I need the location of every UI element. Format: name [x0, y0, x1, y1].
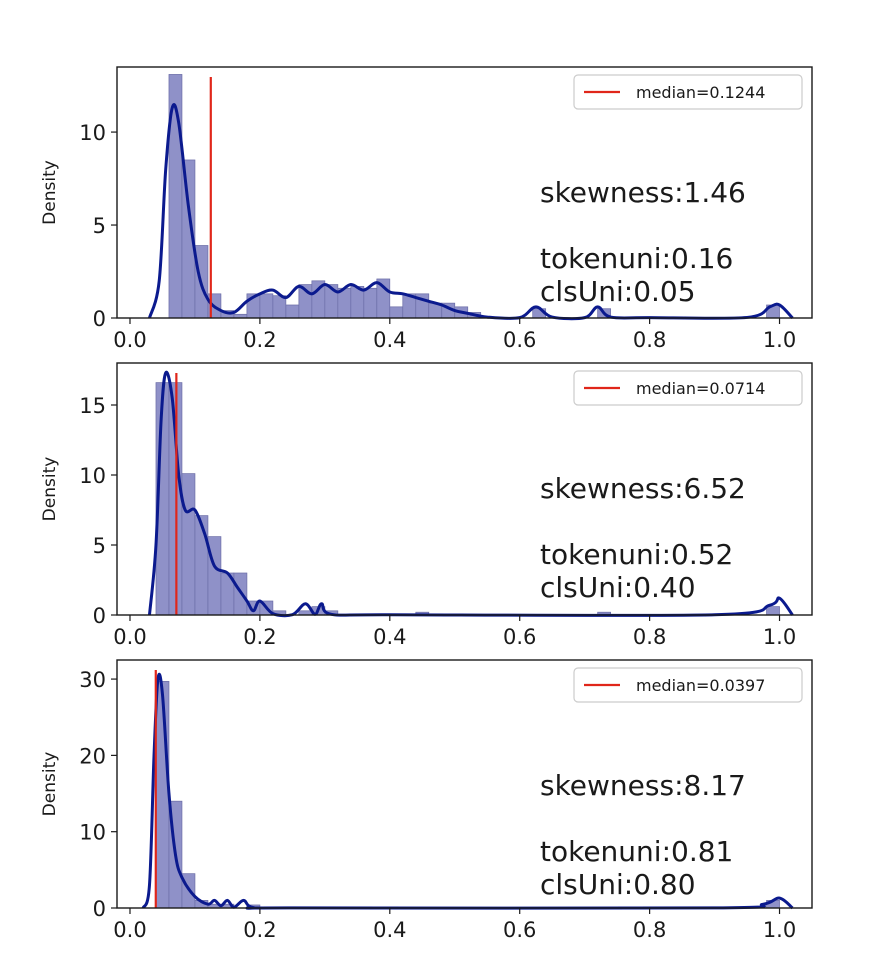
x-tick-label: 0.4 — [373, 918, 406, 942]
legend-box — [573, 667, 803, 703]
histogram-bar — [272, 295, 287, 319]
x-tick-label: 0.2 — [243, 918, 276, 942]
y-tick-label: 10 — [79, 121, 106, 145]
legend: median=0.0397 — [573, 667, 803, 703]
legend: median=0.1244 — [573, 74, 803, 110]
x-tick-label: 0.6 — [503, 328, 536, 352]
y-tick-label: 10 — [79, 821, 106, 845]
x-tick-label: 1.0 — [763, 918, 796, 942]
histogram-bar — [766, 606, 780, 616]
axes-frame — [116, 659, 813, 909]
histogram-bar — [285, 304, 300, 319]
histogram-bar — [259, 293, 274, 319]
annotation-text: skewness:1.46 — [540, 176, 746, 209]
y-tick-label: 20 — [79, 744, 106, 768]
x-tick-label: 0.2 — [243, 625, 276, 649]
x-tick-label: 0.8 — [633, 328, 666, 352]
axes-frame — [116, 66, 813, 319]
legend-box — [573, 370, 803, 406]
x-tick-label: 1.0 — [763, 328, 796, 352]
annotation-text: tokenuni:0.16 — [540, 242, 733, 275]
annotation-text: tokenuni:0.81 — [540, 835, 733, 868]
x-tick-label: 0.8 — [633, 918, 666, 942]
legend-box — [573, 74, 803, 110]
x-tick-label: 0.4 — [373, 625, 406, 649]
x-tick-label: 0.4 — [373, 328, 406, 352]
x-tick-label: 0.0 — [113, 328, 146, 352]
y-tick-label: 0 — [93, 307, 106, 331]
legend-label: median=0.0397 — [636, 676, 765, 695]
y-tick-label: 10 — [79, 464, 106, 488]
x-tick-label: 0.2 — [243, 328, 276, 352]
annotation-text: clsUni:0.40 — [540, 571, 696, 604]
y-tick-label: 5 — [93, 534, 106, 558]
legend: median=0.0714 — [573, 370, 803, 406]
y-axis-label: Density — [40, 160, 60, 225]
annotation-text: skewness:8.17 — [540, 769, 746, 802]
x-tick-label: 0.6 — [503, 625, 536, 649]
subplot-3: 0.0 0.2 0.4 0.6 0.8 1.0 0 10 20 30 Density median=0… — [40, 659, 813, 942]
legend-label: median=0.0714 — [636, 379, 765, 398]
y-axis-label: Density — [40, 752, 60, 817]
x-tick-label: 1.0 — [763, 625, 796, 649]
x-tick-label: 0.6 — [503, 918, 536, 942]
y-tick-label: 30 — [79, 668, 106, 692]
y-tick-label: 15 — [79, 394, 106, 418]
x-tick-label: 0.8 — [633, 625, 666, 649]
legend-label: median=0.1244 — [636, 83, 765, 102]
histogram-bar — [181, 473, 196, 616]
histogram-bar — [155, 681, 170, 909]
histogram-bar — [389, 306, 404, 319]
axes-frame — [116, 362, 813, 616]
y-tick-label: 0 — [93, 897, 106, 921]
annotation-text: clsUni:0.80 — [540, 868, 696, 901]
y-tick-label: 5 — [93, 214, 106, 238]
x-tick-label: 0.0 — [113, 625, 146, 649]
annotation-text: clsUni:0.05 — [540, 275, 696, 308]
x-tick-label: 0.0 — [113, 918, 146, 942]
annotation-text: tokenuni:0.52 — [540, 538, 733, 571]
kde-curve — [148, 103, 794, 321]
y-tick-label: 0 — [93, 604, 106, 628]
subplot-1: 0.0 0.2 0.4 0.6 0.8 1.0 0 5 10 Density median=0.12… — [40, 66, 813, 352]
subplot-2: 0.0 0.2 0.4 0.6 0.8 1.0 0 5 10 15 Density median=0.… — [40, 362, 813, 649]
histogram-bar — [363, 287, 378, 319]
histogram-bar — [194, 515, 209, 616]
annotation-text: skewness:6.52 — [540, 472, 746, 505]
y-axis-label: Density — [40, 457, 60, 522]
